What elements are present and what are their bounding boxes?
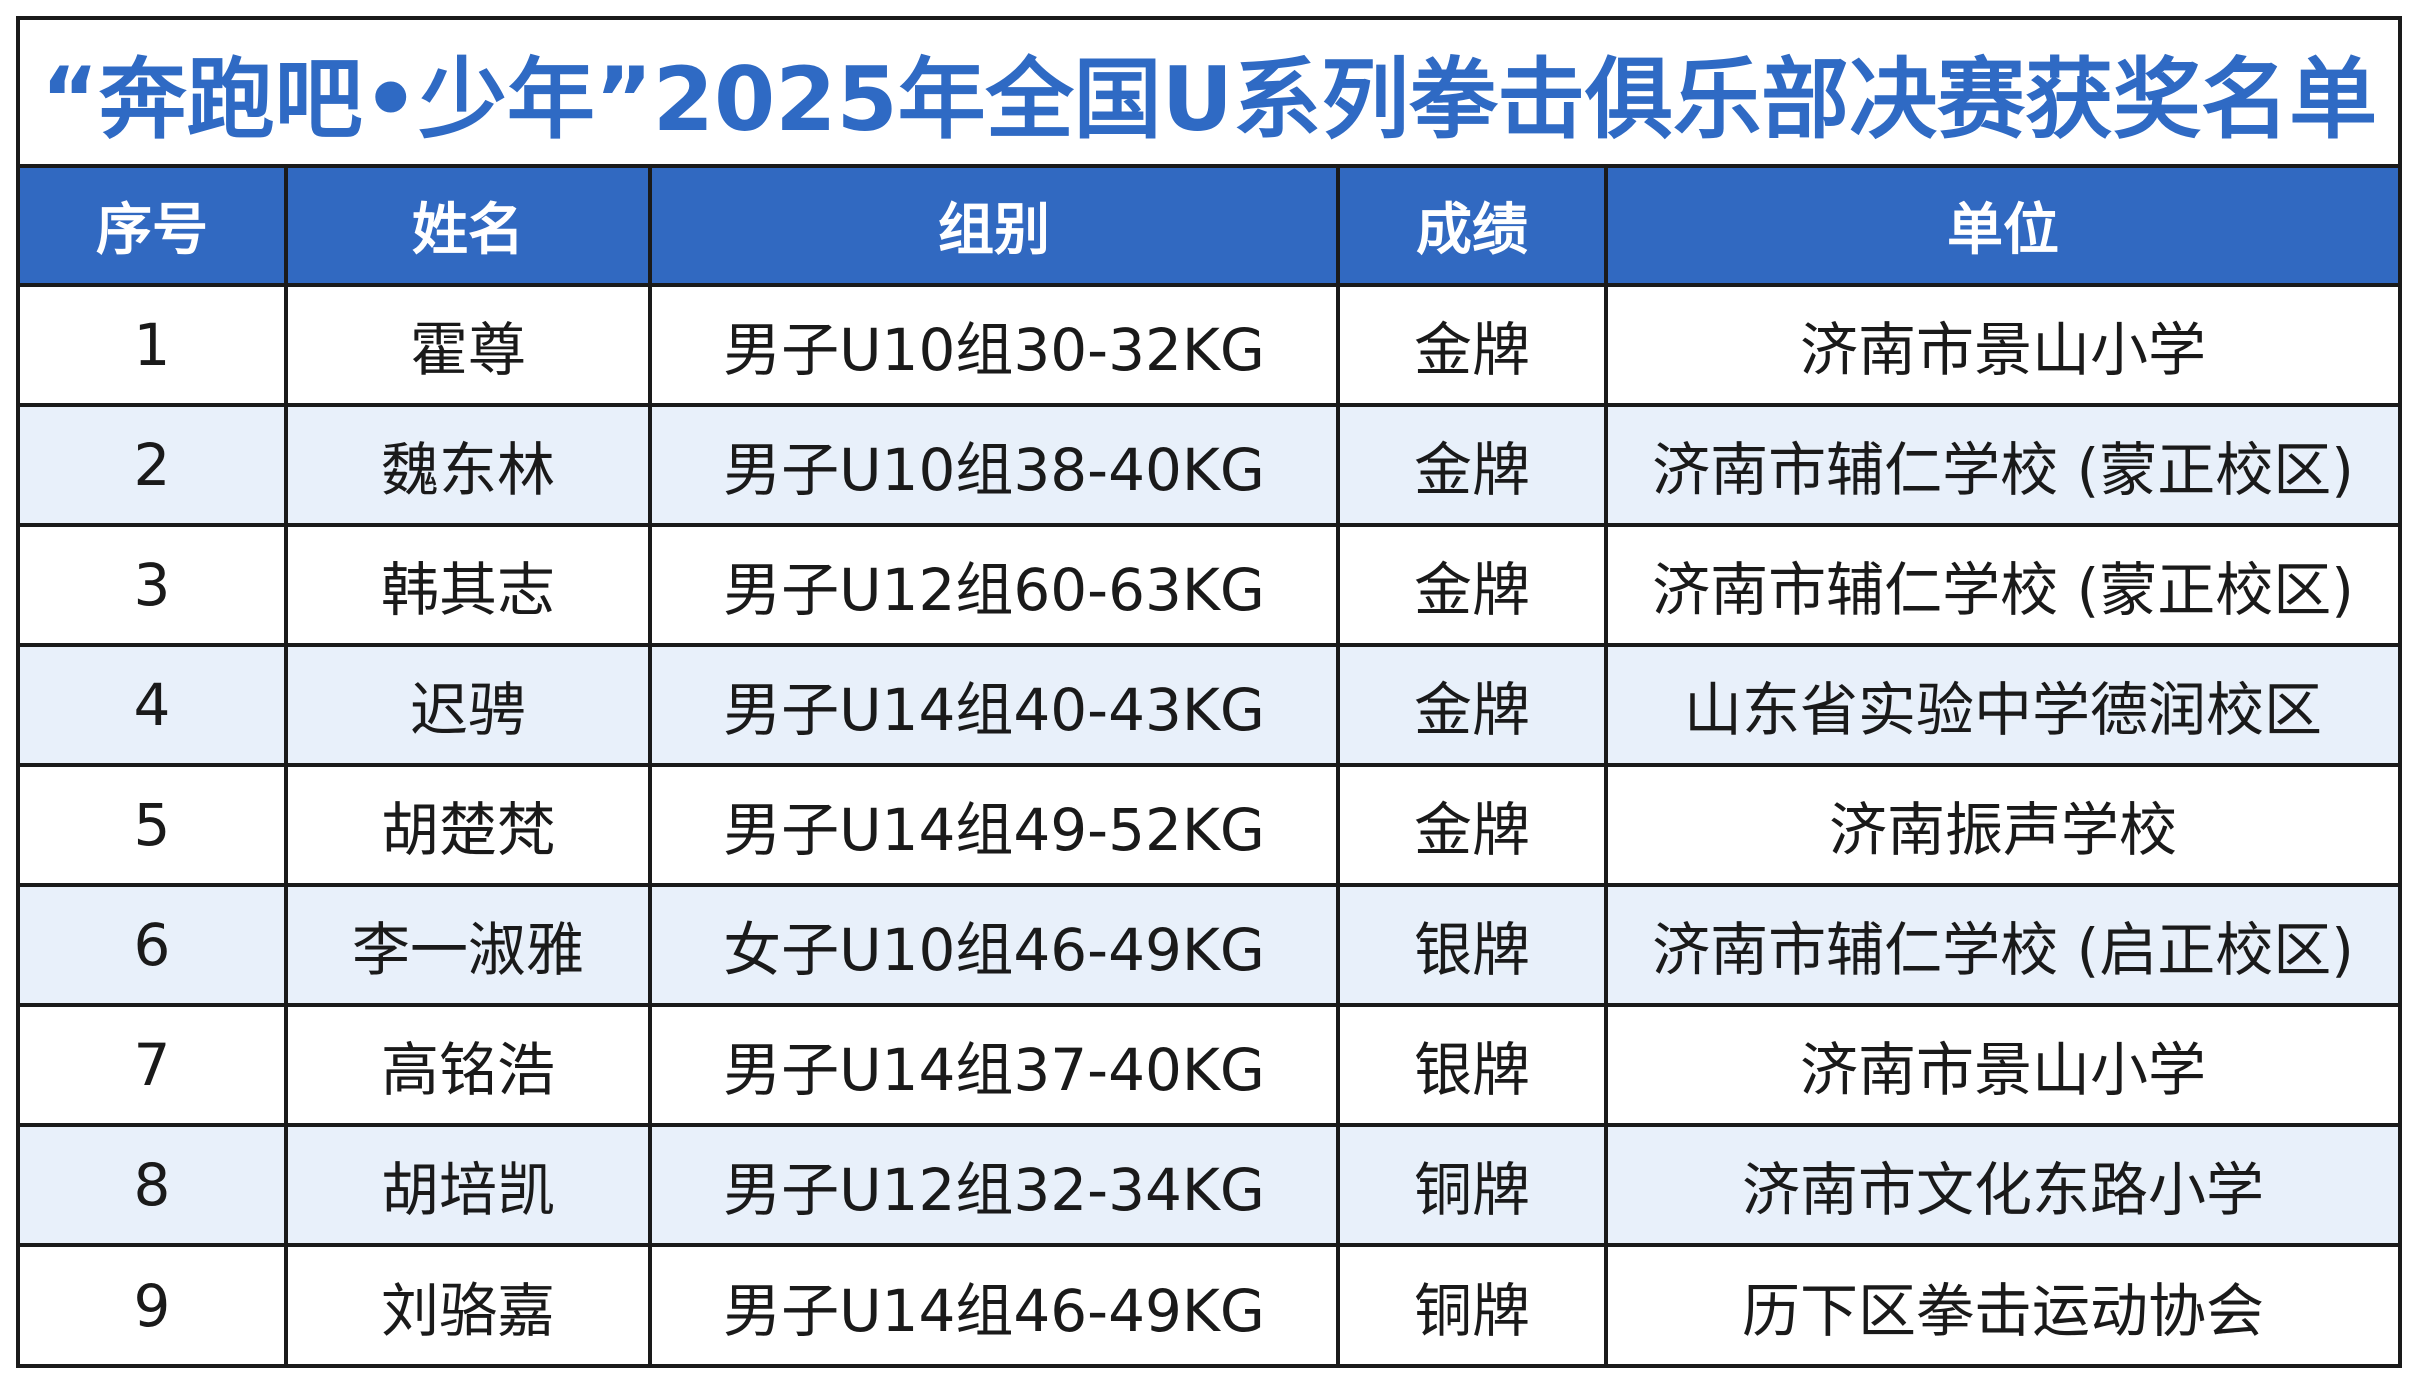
cell-name: 韩其志 <box>284 525 650 647</box>
cell-group: 男子U12组60-63KG <box>648 525 1338 647</box>
cell-index: 2 <box>20 405 286 527</box>
cell-name: 高铭浩 <box>284 1005 650 1127</box>
cell-unit: 济南市景山小学 <box>1604 1005 2398 1127</box>
cell-result: 金牌 <box>1336 285 1606 407</box>
header-name: 姓名 <box>284 168 650 287</box>
header-unit: 单位 <box>1604 168 2398 287</box>
table-row: 8 胡培凯 男子U12组32-34KG 铜牌 济南市文化东路小学 <box>20 1125 2398 1247</box>
cell-result: 银牌 <box>1336 885 1606 1007</box>
cell-group: 男子U14组49-52KG <box>648 765 1338 887</box>
cell-name: 李一淑雅 <box>284 885 650 1007</box>
table-body: 1 霍尊 男子U10组30-32KG 金牌 济南市景山小学 2 魏东林 男子U1… <box>20 285 2398 1365</box>
cell-index: 4 <box>20 645 286 767</box>
cell-name: 迟骋 <box>284 645 650 767</box>
cell-result: 金牌 <box>1336 645 1606 767</box>
header-row: 序号 姓名 组别 成绩 单位 <box>20 168 2398 287</box>
table-row: 4 迟骋 男子U14组40-43KG 金牌 山东省实验中学德润校区 <box>20 645 2398 767</box>
header-index: 序号 <box>20 168 286 287</box>
table-row: 3 韩其志 男子U12组60-63KG 金牌 济南市辅仁学校 (蒙正校区) <box>20 525 2398 647</box>
cell-group: 男子U14组46-49KG <box>648 1245 1338 1365</box>
cell-unit: 历下区拳击运动协会 <box>1604 1245 2398 1365</box>
cell-index: 5 <box>20 765 286 887</box>
cell-result: 金牌 <box>1336 765 1606 887</box>
cell-unit: 山东省实验中学德润校区 <box>1604 645 2398 767</box>
awards-table: 序号 姓名 组别 成绩 单位 1 霍尊 男子U10组30-32KG 金牌 济南市… <box>20 168 2398 1365</box>
table-row: 1 霍尊 男子U10组30-32KG 金牌 济南市景山小学 <box>20 285 2398 407</box>
cell-unit: 济南市景山小学 <box>1604 285 2398 407</box>
cell-name: 霍尊 <box>284 285 650 407</box>
cell-result: 金牌 <box>1336 525 1606 647</box>
page-title: “奔跑吧•少年”2025年全国U系列拳击俱乐部决赛获奖名单 <box>20 20 2398 168</box>
award-list-sheet: “奔跑吧•少年”2025年全国U系列拳击俱乐部决赛获奖名单 序号 姓名 组别 成… <box>16 16 2402 1368</box>
cell-group: 男子U14组40-43KG <box>648 645 1338 767</box>
cell-index: 7 <box>20 1005 286 1127</box>
table-row: 5 胡楚梵 男子U14组49-52KG 金牌 济南振声学校 <box>20 765 2398 887</box>
table-row: 2 魏东林 男子U10组38-40KG 金牌 济南市辅仁学校 (蒙正校区) <box>20 405 2398 527</box>
cell-name: 胡楚梵 <box>284 765 650 887</box>
cell-group: 男子U12组32-34KG <box>648 1125 1338 1247</box>
table-row: 9 刘骆嘉 男子U14组46-49KG 铜牌 历下区拳击运动协会 <box>20 1245 2398 1365</box>
cell-name: 胡培凯 <box>284 1125 650 1247</box>
cell-result: 金牌 <box>1336 405 1606 527</box>
cell-group: 男子U10组38-40KG <box>648 405 1338 527</box>
cell-result: 银牌 <box>1336 1005 1606 1127</box>
cell-unit: 济南振声学校 <box>1604 765 2398 887</box>
cell-index: 8 <box>20 1125 286 1247</box>
cell-name: 刘骆嘉 <box>284 1245 650 1365</box>
cell-group: 男子U14组37-40KG <box>648 1005 1338 1127</box>
table-header: 序号 姓名 组别 成绩 单位 <box>20 168 2398 287</box>
cell-index: 9 <box>133 1272 171 1340</box>
cell-index: 6 <box>20 885 286 1007</box>
cell-unit: 济南市文化东路小学 <box>1604 1125 2398 1247</box>
cell-name: 魏东林 <box>284 405 650 527</box>
cell-index: 3 <box>20 525 286 647</box>
cell-group: 女子U10组46-49KG <box>648 885 1338 1007</box>
cell-index: 1 <box>20 285 286 407</box>
cell-unit: 济南市辅仁学校 (启正校区) <box>1604 885 2398 1007</box>
cell-unit: 济南市辅仁学校 (蒙正校区) <box>1604 525 2398 647</box>
cell-group: 男子U10组30-32KG <box>648 285 1338 407</box>
cell-unit: 济南市辅仁学校 (蒙正校区) <box>1604 405 2398 527</box>
header-result: 成绩 <box>1336 168 1606 287</box>
cell-result: 铜牌 <box>1336 1245 1606 1365</box>
cell-result: 铜牌 <box>1336 1125 1606 1247</box>
table-row: 7 高铭浩 男子U14组37-40KG 银牌 济南市景山小学 <box>20 1005 2398 1127</box>
header-group: 组别 <box>648 168 1338 287</box>
table-row: 6 李一淑雅 女子U10组46-49KG 银牌 济南市辅仁学校 (启正校区) <box>20 885 2398 1007</box>
